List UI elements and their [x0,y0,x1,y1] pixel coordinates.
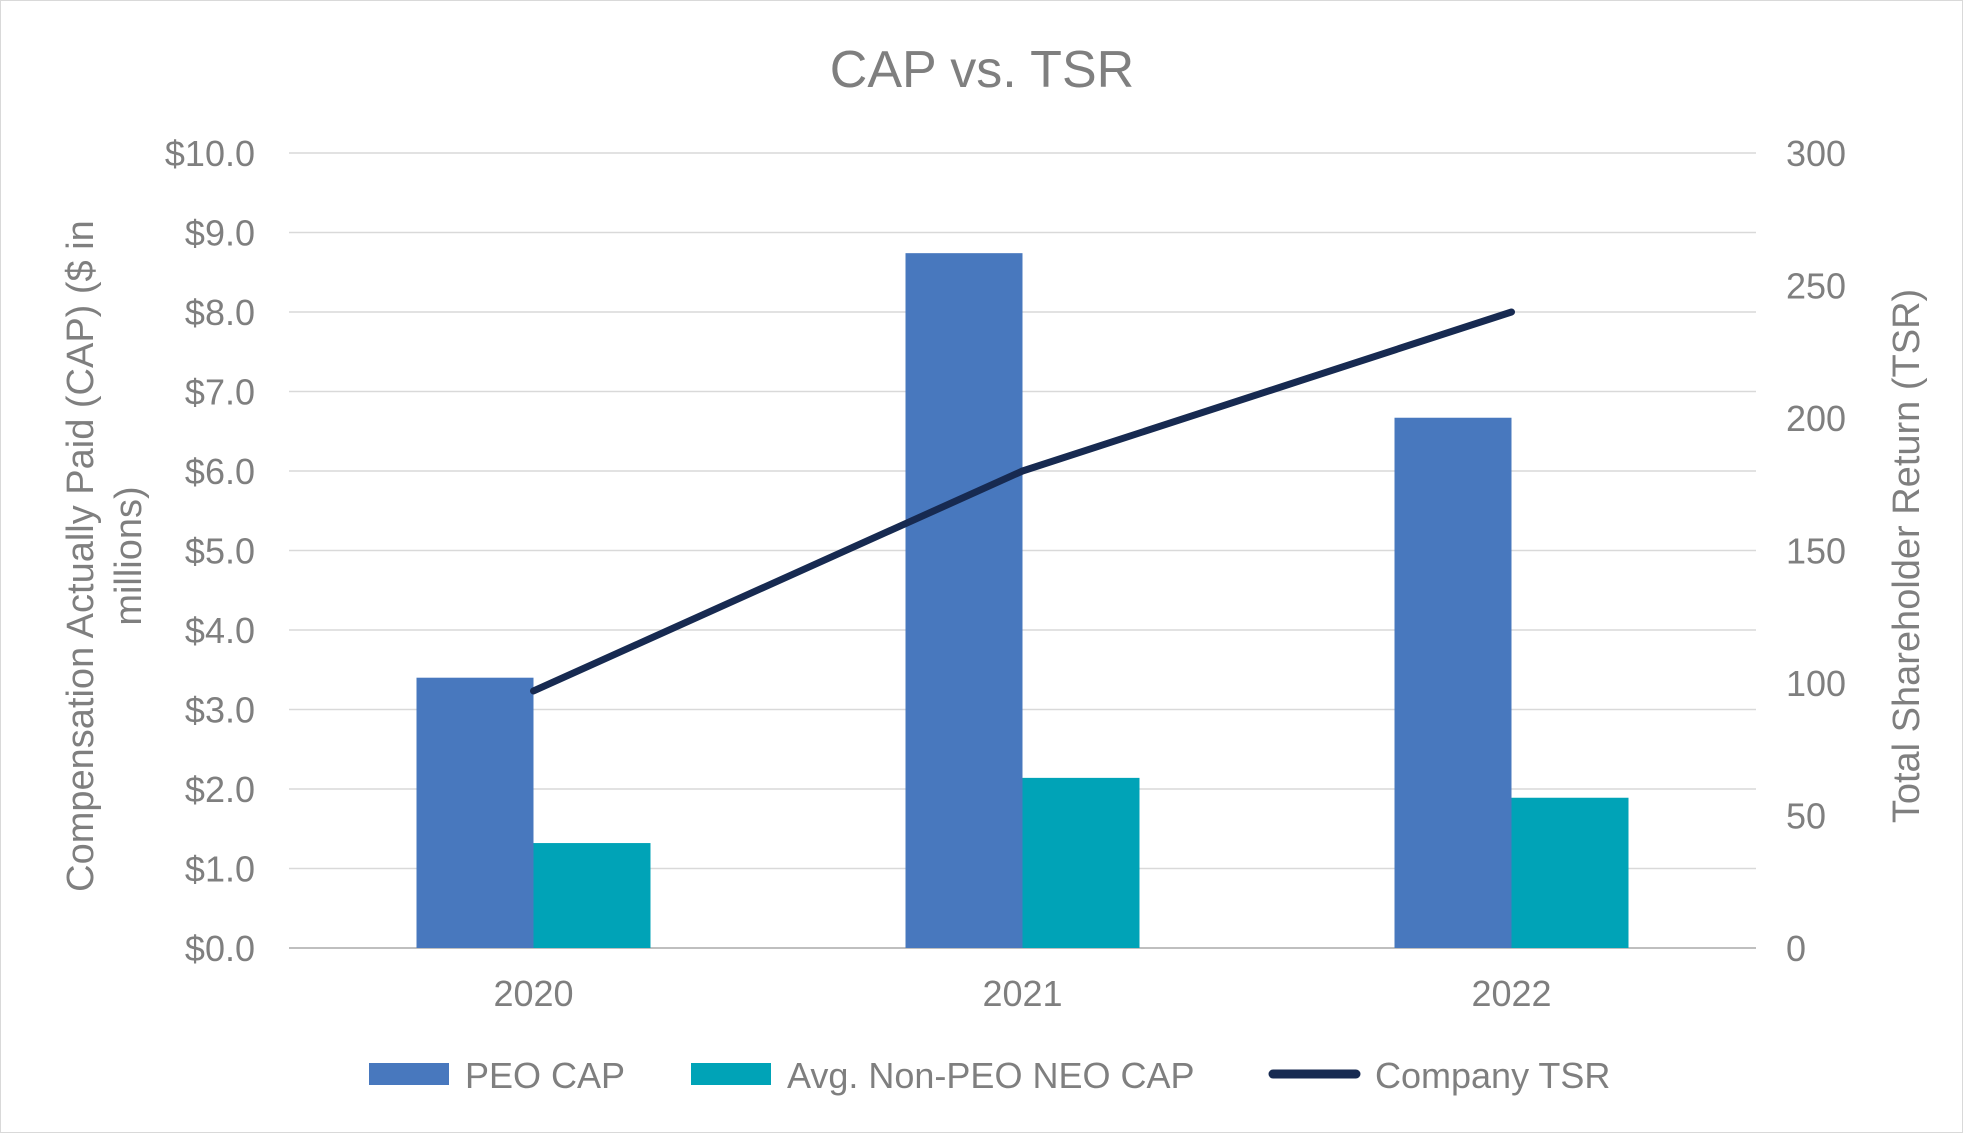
right-tick-label: 50 [1786,796,1826,837]
legend-swatch-peo-cap [369,1063,449,1085]
legend-label-peo-cap: PEO CAP [465,1055,625,1096]
left-tick-label: $10.0 [165,133,255,174]
left-axis-ticks: $0.0 $1.0 $2.0 $3.0 $4.0 $5.0 $6.0 $7.0 $8.0 $9.0… [165,133,255,969]
left-tick-label: $6.0 [185,451,255,492]
legend-swatch-neo-cap [691,1063,771,1085]
left-tick-label: $9.0 [185,213,255,254]
right-tick-label: 150 [1786,531,1846,572]
right-tick-label: 250 [1786,266,1846,307]
left-tick-label: $3.0 [185,690,255,731]
x-tick-label: 2022 [1471,973,1551,1014]
left-tick-label: $2.0 [185,769,255,810]
bars [416,253,1629,949]
y-left-axis-label-line2: millions) [108,486,150,625]
x-tick-label: 2021 [982,973,1062,1014]
bar-neo-cap [1022,777,1140,948]
x-tick-label: 2020 [493,973,573,1014]
bar-peo-cap [905,253,1023,949]
left-tick-label: $4.0 [185,610,255,651]
bar-peo-cap [416,677,534,948]
tsr-line-layer [530,308,1515,695]
right-axis-ticks: 0 50 100 150 200 250 300 [1786,133,1846,969]
y-left-axis-label-line1: Compensation Actually Paid (CAP) ($ in [60,220,102,892]
left-tick-label: $1.0 [185,849,255,890]
y-right-axis-label: Total Shareholder Return (TSR) [1886,289,1928,823]
left-tick-label: $7.0 [185,372,255,413]
right-tick-label: 200 [1786,398,1846,439]
right-tick-label: 300 [1786,133,1846,174]
chart-title: CAP vs. TSR [830,41,1134,99]
line-company-tsr [530,308,1515,695]
bar-neo-cap [1511,797,1629,948]
bar-peo-cap [1394,417,1512,948]
right-tick-label: 100 [1786,663,1846,704]
left-tick-label: $5.0 [185,531,255,572]
right-tick-label: 0 [1786,928,1806,969]
left-tick-label: $0.0 [185,928,255,969]
legend: PEO CAP Avg. Non-PEO NEO CAP Company TSR [369,1055,1610,1096]
x-axis-ticks: 2020 2021 2022 [493,973,1551,1014]
legend-label-company-tsr: Company TSR [1375,1055,1610,1096]
legend-label-neo-cap: Avg. Non-PEO NEO CAP [787,1055,1194,1096]
left-tick-label: $8.0 [185,292,255,333]
bar-neo-cap [533,843,651,948]
